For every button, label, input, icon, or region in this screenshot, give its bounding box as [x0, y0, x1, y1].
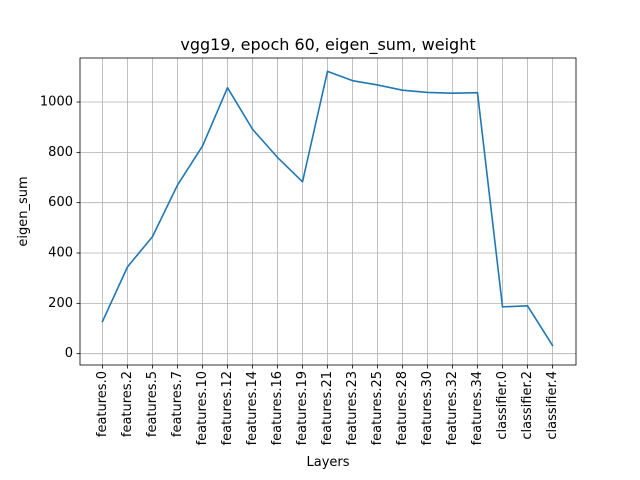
x-tick-label: features.32	[445, 371, 460, 445]
x-tick-label: features.25	[370, 371, 385, 445]
x-tick-label: classifier.4	[545, 371, 560, 440]
x-tick-label: features.16	[270, 371, 285, 445]
line-layer	[101, 70, 554, 347]
x-axis-label: Layers	[306, 455, 349, 470]
x-tick-label: classifier.2	[520, 371, 535, 440]
x-tick-label: features.10	[195, 371, 210, 445]
x-tick-label: features.21	[320, 371, 335, 445]
y-axis: 0 200 400 600 800 1000	[40, 95, 80, 361]
y-tick-label: 800	[48, 145, 73, 160]
x-tick-label: features.7	[170, 371, 185, 437]
chart-title: vgg19, epoch 60, eigen_sum, weight	[180, 35, 475, 55]
x-tick-label: features.14	[245, 371, 260, 445]
x-tick-label: features.5	[145, 371, 160, 437]
x-tick-label: features.34	[470, 371, 485, 445]
x-tick-label: features.28	[395, 371, 410, 445]
x-tick-label: features.0	[95, 371, 110, 437]
series-line	[101, 70, 554, 347]
x-axis: features.0 features.2 features.5 features.7…	[95, 365, 560, 445]
x-tick-label: classifier.0	[495, 371, 510, 440]
grid-layer	[80, 58, 576, 365]
x-tick-label: features.12	[220, 371, 235, 445]
x-tick-label: features.23	[345, 371, 360, 445]
y-tick-label: 200	[48, 296, 73, 311]
x-tick-label: features.19	[295, 371, 310, 445]
x-tick-label: features.2	[120, 371, 135, 437]
y-axis-label: eigen_sum	[16, 176, 31, 246]
plot-frame	[79, 57, 577, 366]
y-tick-label: 1000	[40, 95, 73, 110]
y-tick-label: 400	[48, 246, 73, 261]
y-tick-label: 0	[65, 346, 73, 361]
x-tick-label: features.30	[420, 371, 435, 445]
y-tick-label: 600	[48, 195, 73, 210]
